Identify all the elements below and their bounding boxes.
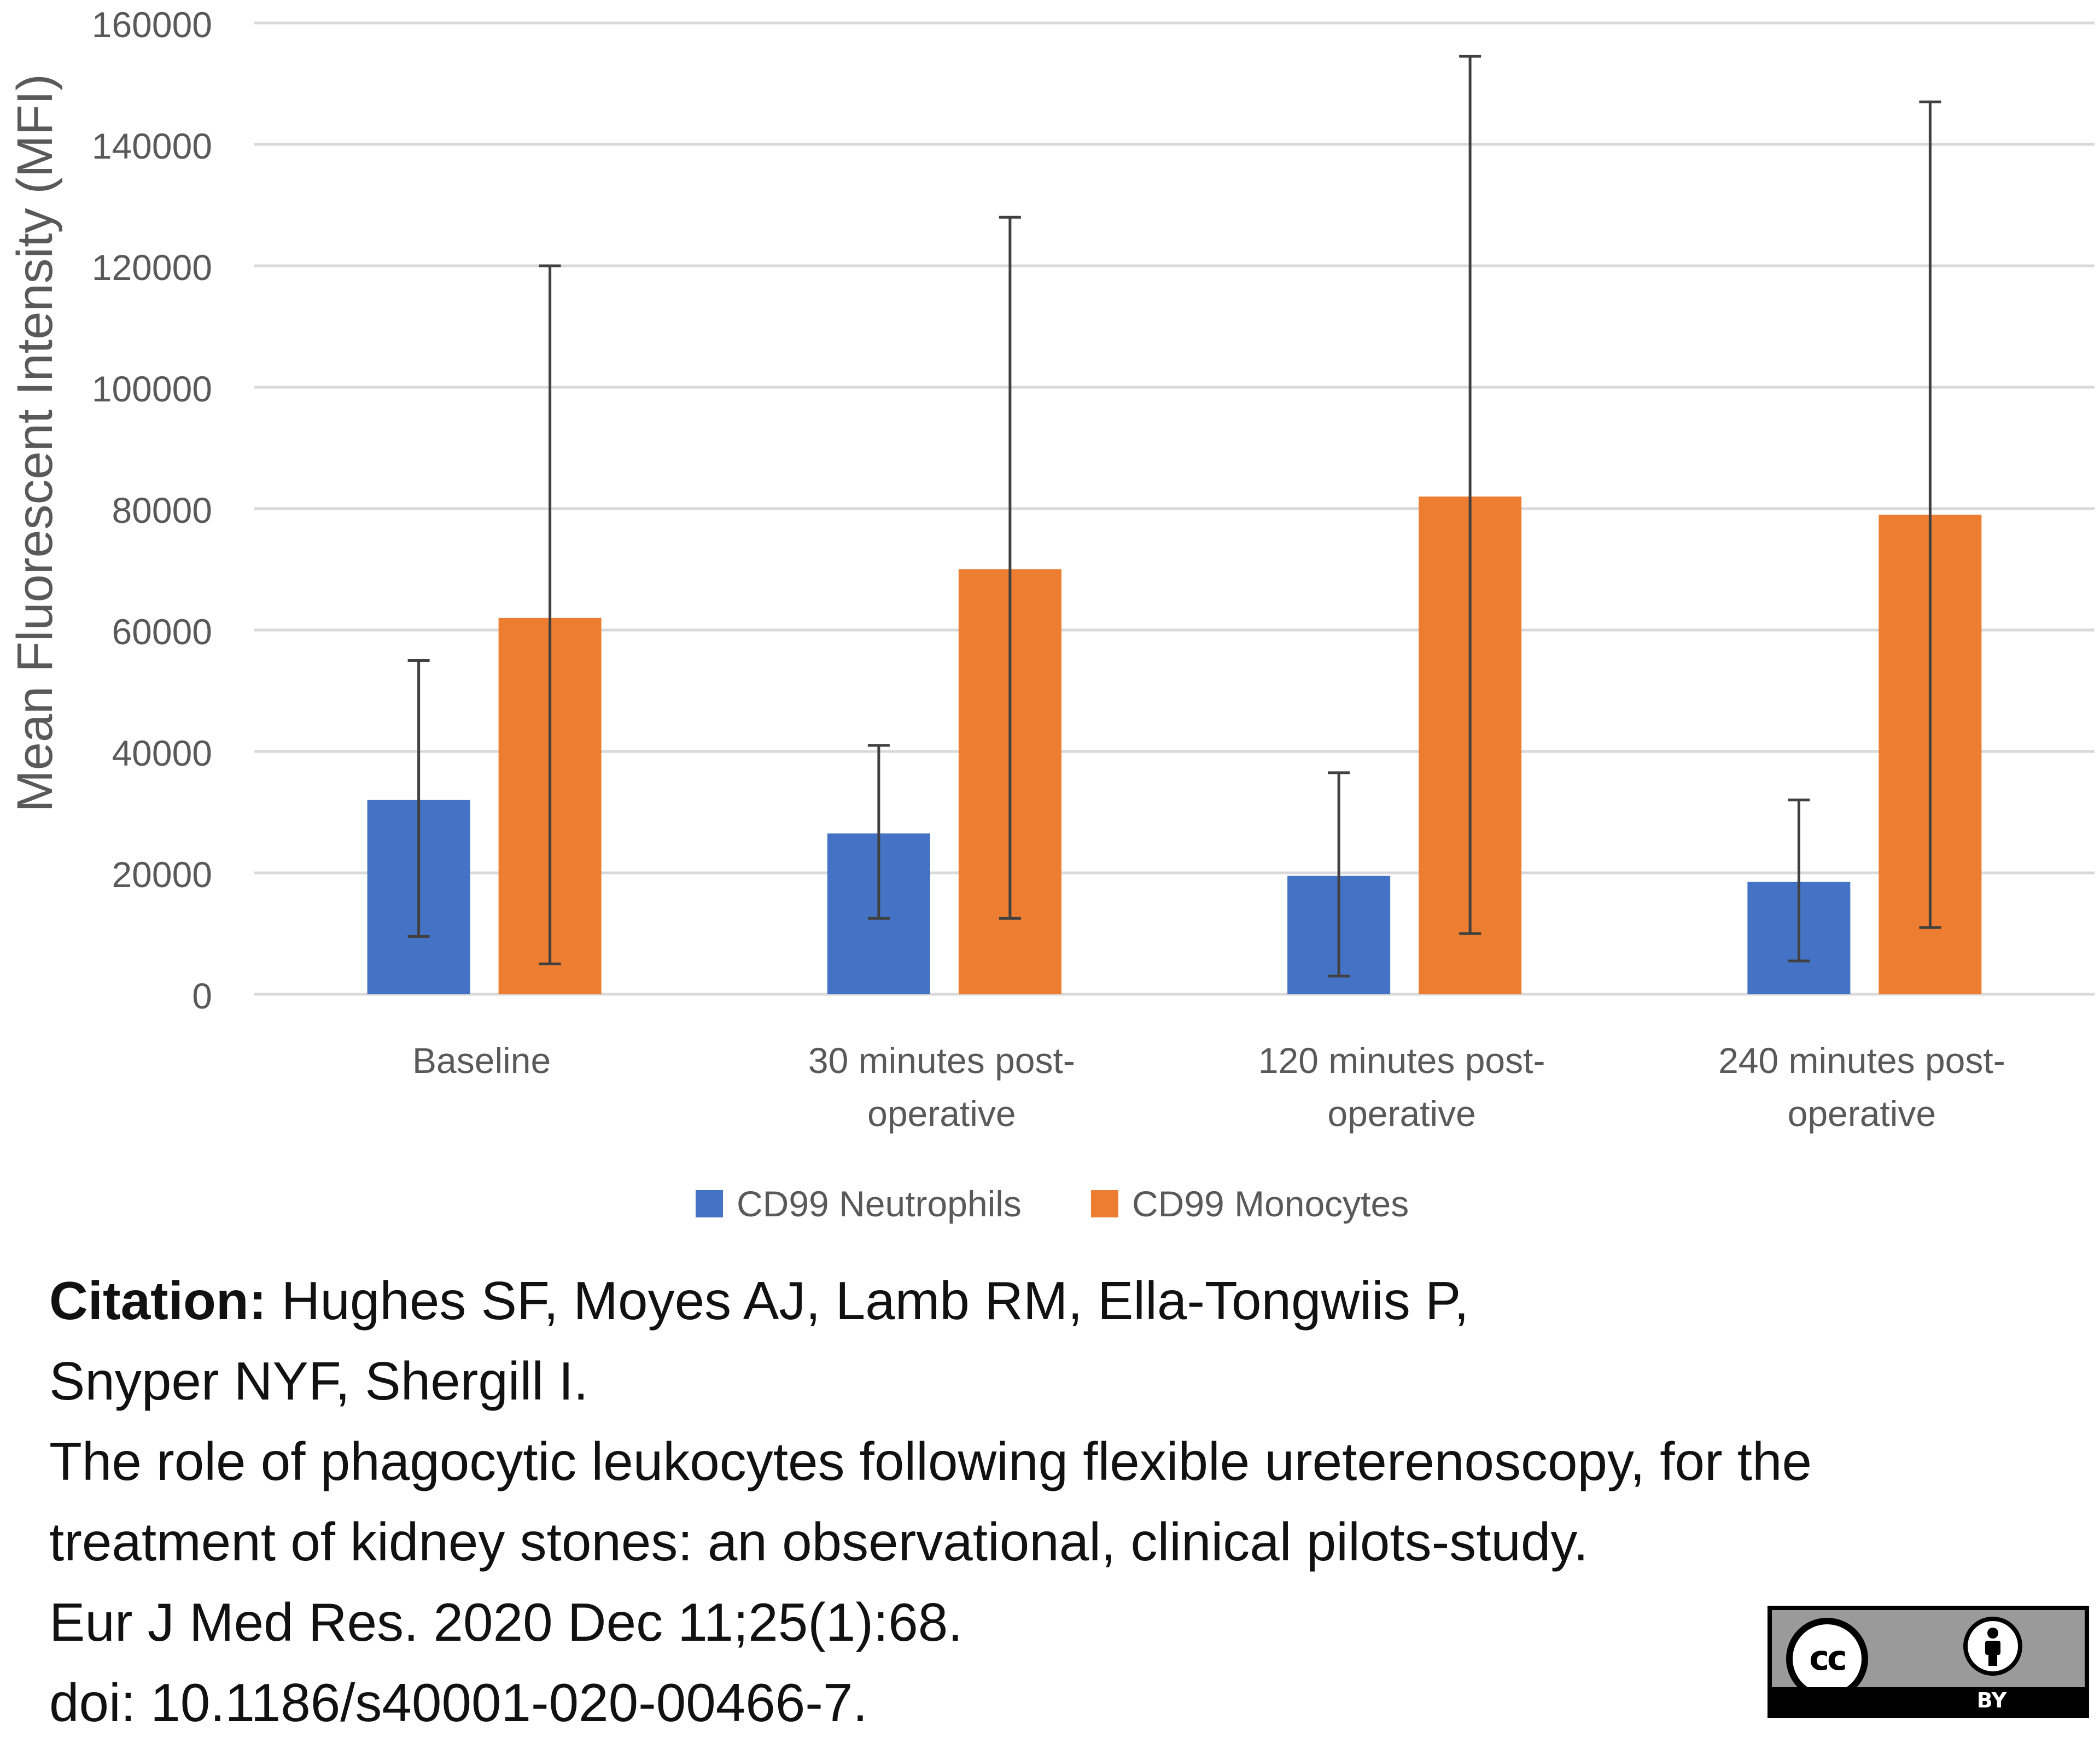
y-tick-label: 160000: [92, 4, 212, 45]
bars: [367, 496, 1982, 994]
citation-title-1: The role of phagocytic leukocytes follow…: [49, 1431, 1812, 1491]
citation-authors-1: Hughes SF, Moyes AJ, Lamb RM, Ella-Tongw…: [281, 1270, 1469, 1331]
y-tick-label: 60000: [112, 611, 212, 652]
error-bars: [407, 55, 1941, 978]
y-tick-label: 40000: [112, 733, 212, 773]
x-category-label: operative: [1327, 1093, 1476, 1134]
attribution-person-icon: [1963, 1617, 2022, 1676]
x-category-label: Baseline: [412, 1040, 551, 1081]
citation-authors-line-1: Citation: Hughes SF, Moyes AJ, Lamb RM, …: [49, 1261, 2073, 1341]
citation-block: Citation: Hughes SF, Moyes AJ, Lamb RM, …: [49, 1261, 2073, 1743]
y-tick-label: 100000: [92, 369, 212, 409]
citation-label: Citation:: [49, 1270, 267, 1331]
x-category-label: 240 minutes post-: [1718, 1040, 2005, 1081]
legend-label: CD99 Neutrophils: [737, 1184, 1022, 1224]
y-axis-title: Mean Fluorescent Intensity (MFI): [7, 74, 63, 812]
legend-swatch: [696, 1190, 723, 1217]
citation-authors-2: Snyper NYF, Shergill I.: [49, 1351, 588, 1411]
x-category-label: 30 minutes post-: [808, 1040, 1075, 1081]
legend-label: CD99 Monocytes: [1132, 1184, 1409, 1224]
cc-by-license-badge: cc BY: [1768, 1606, 2089, 1718]
bar-chart: 0 20000 40000 60000 80000 100000 120000 140000 1…: [7, 4, 2095, 1224]
citation-title-2: treatment of kidney stones: an observati…: [49, 1512, 1589, 1572]
y-tick-label: 0: [192, 976, 212, 1016]
legend-swatch: [1091, 1190, 1118, 1217]
by-strip: [1772, 1687, 2085, 1713]
y-tick-label: 80000: [112, 490, 212, 531]
x-category-label: operative: [867, 1093, 1016, 1134]
x-axis: Baseline 30 minutes post-operative 120 min…: [412, 1040, 2005, 1134]
x-category-label: 120 minutes post-: [1258, 1040, 1545, 1081]
y-tick-label: 20000: [112, 854, 212, 895]
y-tick-label: 120000: [92, 247, 212, 288]
citation-journal: Eur J Med Res. 2020 Dec 11;25(1):68.: [49, 1592, 963, 1652]
x-category-label: operative: [1788, 1093, 1936, 1134]
y-axis: 0 20000 40000 60000 80000 100000 120000 140000 1…: [92, 4, 212, 1016]
legend: CD99 Neutrophils CD99 Monocytes: [696, 1184, 1409, 1224]
by-label: BY: [1976, 1688, 2007, 1712]
citation-doi: doi: 10.1186/s40001-020-00466-7.: [49, 1672, 868, 1733]
y-tick-label: 140000: [92, 126, 212, 166]
